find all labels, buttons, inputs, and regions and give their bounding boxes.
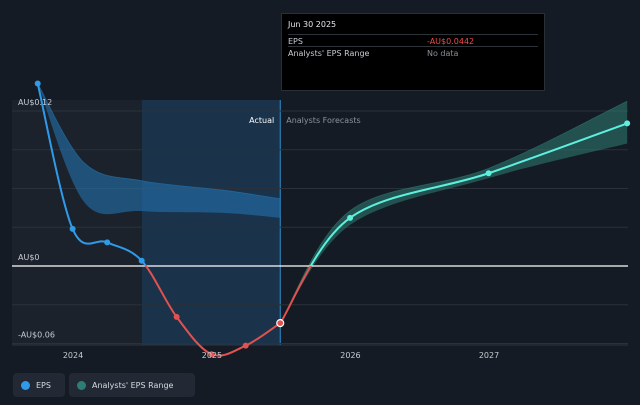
eps-point-2 (104, 239, 111, 246)
legend-range-label: Analysts' EPS Range (92, 380, 174, 390)
eps-point-3 (138, 257, 145, 264)
eps-point-6 (242, 342, 249, 349)
eps-line-positive (36, 83, 148, 266)
tooltip-date: Jun 30 2025 (288, 20, 337, 29)
history-eps-range-band (37, 83, 281, 218)
eps-point-4 (173, 313, 180, 320)
x-tick-label-1: 2025 (202, 351, 222, 360)
tooltip: Jun 30 2025 EPS -AU$0.0442 Analysts' EPS… (281, 13, 545, 91)
tooltip-eps-label: EPS (288, 37, 303, 46)
forecast-eps-range-band (280, 101, 628, 324)
x-tick-label-3: 2027 (479, 351, 499, 360)
eps-forecast-point-1 (485, 170, 492, 177)
y-tick-label-0: AU$0.12 (18, 98, 52, 107)
eps-point-0 (34, 80, 41, 87)
eps-forecast-point-0 (347, 214, 354, 221)
x-tick-label-2: 2026 (340, 351, 360, 360)
eps-forecast-line-negative (279, 266, 312, 324)
eps-forecast-point-2 (624, 120, 631, 127)
legend-eps-label: EPS (36, 380, 51, 390)
eps-line-negative (144, 266, 281, 357)
past-panel (12, 100, 142, 345)
x-tick-label-0: 2024 (63, 351, 83, 360)
tooltip-row-range: Analysts' EPS Range No data (288, 46, 538, 59)
tooltip-range-label: Analysts' EPS Range (288, 49, 370, 58)
eps-forecast-line-positive (309, 122, 628, 266)
legend-item-eps[interactable]: EPS (13, 373, 65, 397)
legend-item-range[interactable]: Analysts' EPS Range (69, 373, 195, 397)
eps-point-5 (208, 351, 215, 358)
range-legend-icon (77, 380, 86, 390)
history-eps-range-band-upper-edge (37, 83, 281, 200)
y-tick-label-1: AU$0 (18, 253, 40, 262)
eps-point-7 (276, 318, 285, 328)
tooltip-eps-value: -AU$0.0442 (427, 37, 475, 46)
tooltip-row-eps: EPS -AU$0.0442 (288, 34, 538, 47)
analysts-forecasts-label: Analysts Forecasts (286, 116, 360, 125)
tooltip-range-value: No data (427, 49, 459, 58)
eps-legend-icon (21, 380, 30, 390)
eps-point-1 (69, 225, 76, 232)
recent-actual-panel (142, 100, 281, 345)
actual-label: Actual (249, 116, 274, 125)
y-tick-label-2: -AU$0.06 (18, 331, 55, 340)
